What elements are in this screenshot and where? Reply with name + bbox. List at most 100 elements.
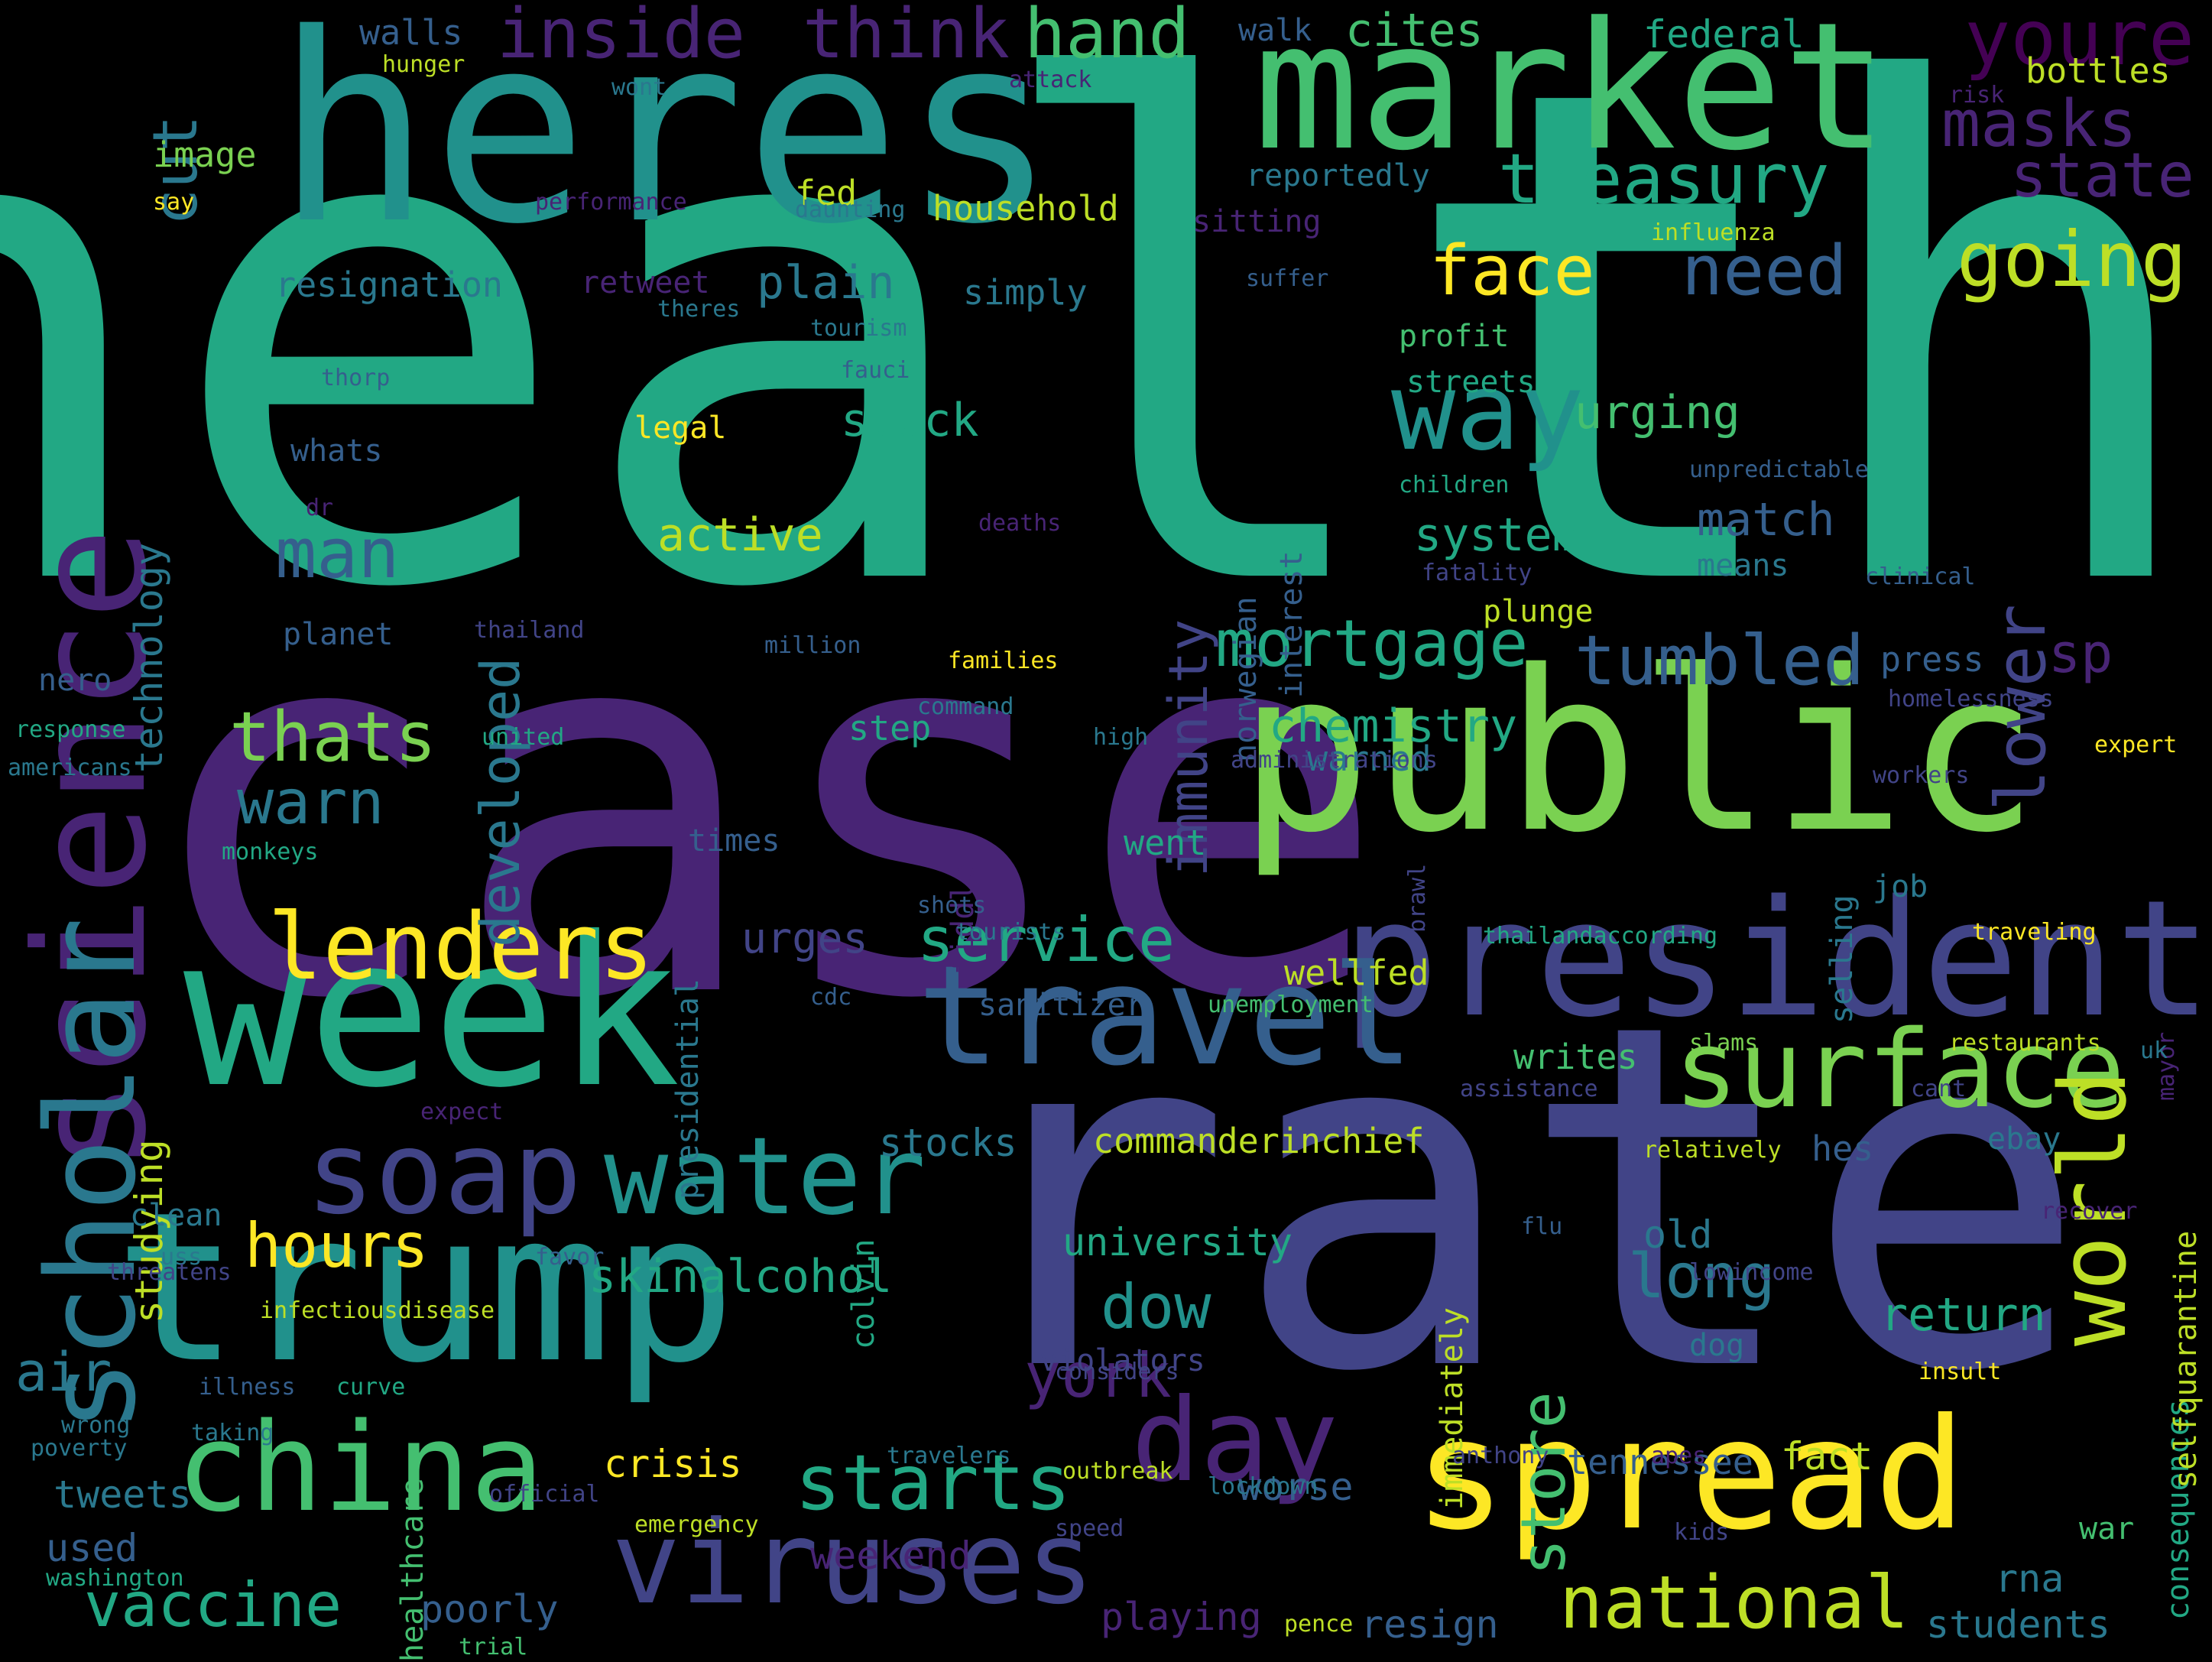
word-walk: walk: [1238, 13, 1312, 48]
word-daunting: daunting: [795, 196, 906, 223]
word-performance: performance: [535, 189, 687, 216]
word-recover: recover: [2041, 1198, 2138, 1225]
word-hunger: hunger: [382, 51, 465, 78]
word-norwegian: norwegian: [1228, 596, 1263, 762]
word-masks: masks: [1941, 86, 2137, 162]
word-expert: expert: [2094, 732, 2178, 758]
word-clean: clean: [130, 1198, 222, 1233]
word-suffer: suffer: [1246, 265, 1329, 292]
word-inside: inside: [497, 0, 746, 74]
word-nero: nero: [38, 663, 112, 698]
word-system: system: [1414, 508, 1580, 562]
word-fed: fed: [795, 173, 858, 213]
word-sitting: sitting: [1192, 204, 1322, 239]
word-poverty: poverty: [31, 1435, 128, 1462]
word-household: household: [932, 188, 1119, 229]
word-cant: cant: [1911, 1076, 1967, 1102]
word-press: press: [1880, 639, 1984, 680]
word-state: state: [2010, 140, 2194, 211]
word-york: york: [1024, 1340, 1172, 1411]
word-travel: travel: [917, 936, 1415, 1096]
word-poorly: poorly: [420, 1587, 559, 1631]
word-thailand: thailand: [474, 617, 585, 644]
word-uss: uss: [161, 1244, 203, 1271]
word-university: university: [1062, 1220, 1293, 1264]
word-illness: illness: [199, 1374, 296, 1401]
word-long: long: [1628, 1241, 1776, 1312]
word-immediately: immediately: [1435, 1307, 1470, 1510]
word-americans: americans: [8, 755, 132, 781]
word-children: children: [1399, 472, 1510, 498]
word-technology: technology: [127, 542, 171, 773]
word-way: way: [1391, 350, 1584, 475]
word-traveling: traveling: [1972, 919, 2097, 946]
word-flu: flu: [1521, 1213, 1563, 1240]
word-used: used: [46, 1526, 138, 1570]
word-soap: soap: [306, 1107, 582, 1240]
word-uk: uk: [2140, 1037, 2168, 1064]
word-deaths: deaths: [978, 510, 1062, 537]
word-pence: pence: [1284, 1611, 1354, 1638]
word-simply: simply: [963, 272, 1088, 313]
word-chemistry: chemistry: [1269, 700, 1518, 753]
word-response: response: [15, 716, 126, 743]
word-tweets: tweets: [54, 1472, 192, 1517]
word-sp: sp: [2048, 622, 2113, 685]
word-outbreak: outbreak: [1062, 1458, 1173, 1485]
word-thorp: thorp: [321, 365, 391, 391]
word-infectiousdisease: infectiousdisease: [260, 1297, 495, 1324]
word-resign: resign: [1361, 1602, 1499, 1647]
word-threatens: threatens: [107, 1259, 232, 1286]
word-considers: considers: [1055, 1358, 1179, 1385]
word-theres: theres: [657, 296, 741, 323]
word-cdc: cdc: [810, 984, 852, 1011]
word-lenders: lenders: [268, 894, 654, 1001]
word-whats: whats: [290, 433, 383, 469]
word-china: china: [176, 1396, 544, 1539]
word-interest: interest: [1274, 550, 1309, 698]
word-administrations: administrations: [1231, 747, 1438, 774]
word-unpredictable: unpredictable: [1689, 456, 1869, 483]
word-skinalcohol: skinalcohol: [589, 1250, 893, 1303]
word-dow: dow: [1101, 1271, 1211, 1342]
word-commanderinchief: commanderinchief: [1093, 1121, 1425, 1161]
word-tourists: tourists: [955, 919, 1066, 946]
word-unemployment: unemployment: [1208, 992, 1374, 1018]
word-legal: legal: [634, 411, 727, 446]
word-slams: slams: [1689, 1030, 1759, 1057]
word-tennessee: tennessee: [1567, 1442, 1753, 1482]
word-say: say: [153, 189, 195, 216]
word-favor: favor: [535, 1244, 605, 1271]
word-return: return: [1880, 1288, 2046, 1342]
word-assistance: assistance: [1460, 1076, 1598, 1102]
word-thats: thats: [229, 697, 436, 777]
word-wrong: wrong: [61, 1412, 131, 1439]
word-health: health: [0, 0, 2212, 736]
word-healthcare: healthcare: [395, 1478, 430, 1662]
word-lockdown: lockdown: [1208, 1473, 1318, 1500]
word-hes: hes: [1811, 1128, 1874, 1169]
word-apes: apes: [1651, 1443, 1707, 1469]
word-case: case: [138, 508, 1390, 1112]
word-heres: heres: [275, 0, 1058, 281]
word-selling: selling: [1824, 894, 1860, 1024]
word-water: water: [604, 1115, 926, 1239]
word-travelers: travelers: [887, 1443, 1011, 1469]
word-match: match: [1697, 493, 1835, 547]
word-went: went: [1124, 823, 1207, 863]
word-national: national: [1559, 1561, 1909, 1645]
word-students: students: [1926, 1602, 2110, 1647]
word-war: war: [2079, 1511, 2135, 1547]
word-dr: dr: [306, 495, 334, 521]
word-command: command: [917, 693, 1014, 720]
word-urging: urging: [1575, 386, 1740, 440]
word-taking: taking: [191, 1420, 274, 1446]
word-monkeys: monkeys: [222, 839, 319, 865]
word-viruses: viruses: [611, 1497, 1095, 1630]
word-relatively: relatively: [1643, 1137, 1782, 1164]
word-fauci: fauci: [841, 357, 910, 384]
word-crisis: crisis: [604, 1442, 742, 1486]
word-tourism: tourism: [810, 315, 907, 342]
word-stuck: stuck: [841, 394, 979, 447]
